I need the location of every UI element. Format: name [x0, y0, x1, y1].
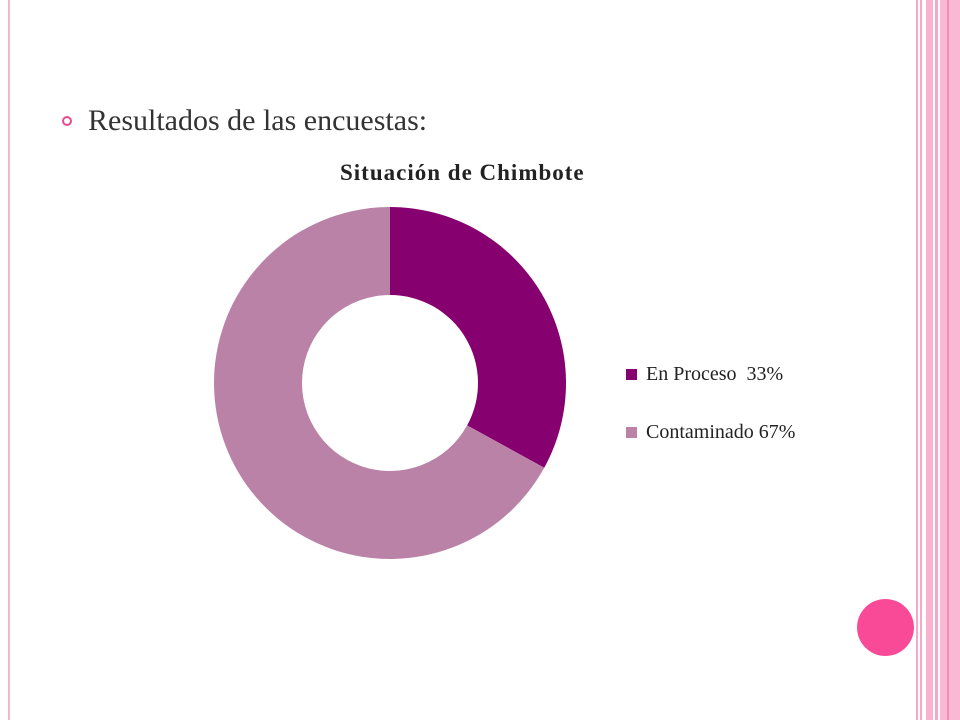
legend-item-contaminado: Contaminado 67% [626, 418, 795, 446]
legend-label-contaminado: Contaminado 67% [646, 420, 796, 443]
bullet-text: Resultados de las encuestas: [88, 104, 428, 137]
legend-label-en-proceso: En Proceso 33% [646, 362, 784, 385]
left-border [8, 0, 10, 720]
donut-chart [214, 207, 566, 559]
legend-swatch-contaminado [626, 426, 637, 438]
bullet-ring-icon [62, 116, 72, 126]
chart-legend: En Proceso 33% Contaminado 67% [626, 360, 795, 476]
legend-item-en-proceso: En Proceso 33% [626, 360, 795, 388]
bullet-item: Resultados de las encuestas: [62, 104, 427, 138]
chart-title: Situación de Chimbote [340, 160, 585, 185]
legend-swatch-en-proceso [626, 368, 637, 380]
decorative-stripes [916, 0, 960, 720]
decorative-circle [857, 599, 914, 656]
donut-slice-1 [214, 207, 545, 559]
donut-slice-0 [390, 207, 566, 468]
